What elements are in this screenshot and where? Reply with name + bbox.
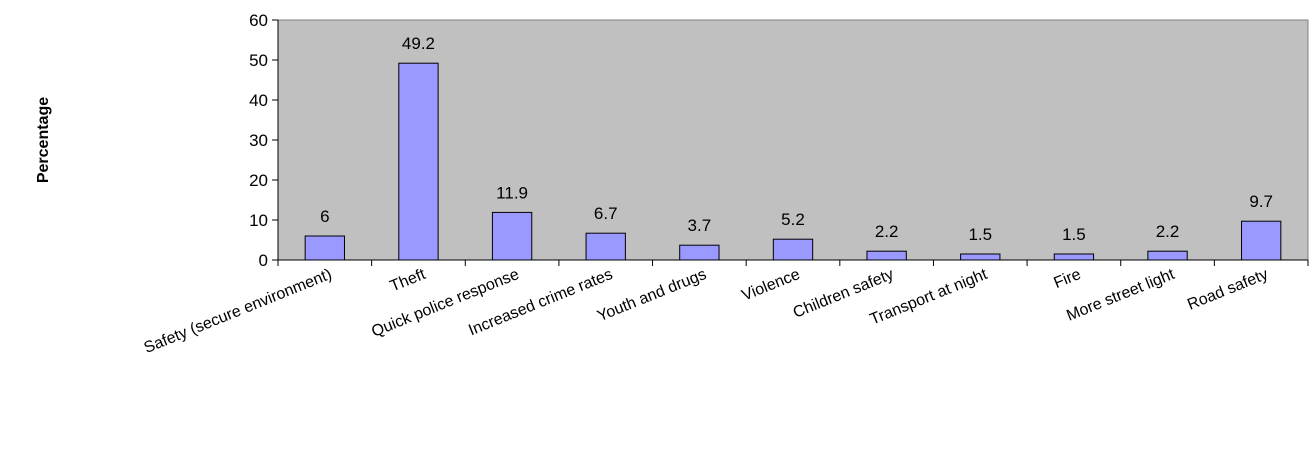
y-tick-label: 40 [249,91,268,110]
bar [1242,221,1281,260]
bar-data-label: 3.7 [688,216,712,235]
bar-data-label: 6 [320,207,329,226]
bar-data-label: 9.7 [1249,192,1273,211]
bar-data-label: 2.2 [1156,222,1180,241]
bar-data-label: 6.7 [594,204,618,223]
category-label: Violence [739,266,802,305]
y-axis-title: Percentage [35,97,52,183]
y-tick-label: 0 [259,251,268,270]
bar [1054,254,1093,260]
y-tick-label: 20 [249,171,268,190]
bar [773,239,812,260]
bar [961,254,1000,260]
x-axis-ticks [278,260,1308,266]
bar [305,236,344,260]
bar-data-label: 2.2 [875,222,899,241]
y-tick-label: 30 [249,131,268,150]
y-tick-label: 10 [249,211,268,230]
bar [867,251,906,260]
y-axis-ticks: 0 10 20 30 40 50 60 [249,11,278,270]
category-label: More street light [1064,266,1177,325]
category-label: Safety (secure environment) [142,266,335,357]
bar-data-label: 49.2 [402,34,435,53]
bar-data-label: 11.9 [496,183,528,202]
bar-data-label: 1.5 [1062,225,1086,244]
bar [492,212,531,260]
bar [680,245,719,260]
bar [1148,251,1187,260]
y-tick-label: 60 [249,11,268,30]
bar-data-label: 1.5 [968,225,992,244]
category-label: Road safety [1185,266,1271,314]
bar [399,63,438,260]
bar-data-label: 5.2 [781,210,805,229]
category-label: Fire [1051,266,1083,292]
y-tick-label: 50 [249,51,268,70]
bar [586,233,625,260]
category-label: Theft [388,266,429,296]
